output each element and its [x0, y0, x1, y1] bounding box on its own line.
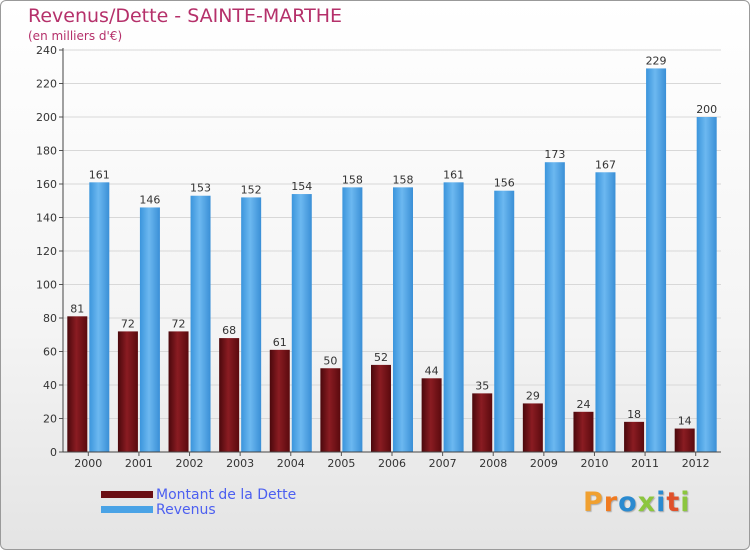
bar-dette — [67, 316, 88, 452]
proxiti-logo: Proxiti — [583, 487, 691, 518]
bar-dette — [522, 403, 543, 452]
y-tick-label: 20 — [43, 413, 57, 426]
data-label-dette: 14 — [678, 415, 692, 428]
x-tick-label: 2001 — [125, 457, 153, 470]
bar-dette — [472, 393, 493, 452]
x-tick-label: 2010 — [580, 457, 608, 470]
x-tick-label: 2011 — [631, 457, 659, 470]
logo-letter: r — [603, 487, 619, 518]
data-label-dette: 52 — [374, 351, 388, 364]
bar-revenus — [139, 207, 160, 452]
bar-revenus — [291, 194, 312, 453]
legend-item-dette: Montant de la Dette — [101, 486, 297, 503]
x-tick-label: 2012 — [682, 457, 710, 470]
data-label-dette: 50 — [323, 354, 337, 367]
x-tick-label: 2006 — [378, 457, 406, 470]
y-tick-label: 80 — [43, 312, 57, 325]
y-tick-label: 200 — [36, 111, 57, 124]
data-label-dette: 18 — [627, 408, 641, 421]
bar-dette — [624, 421, 645, 452]
logo-letter: t — [666, 487, 681, 518]
chart-subtitle: (en milliers d'€) — [28, 29, 123, 43]
y-tick-label: 120 — [36, 245, 57, 258]
bar-dette — [421, 378, 442, 452]
data-label-dette: 44 — [425, 364, 439, 377]
data-label-dette: 35 — [475, 379, 489, 392]
bar-dette — [168, 331, 189, 452]
y-tick-label: 180 — [36, 145, 57, 158]
logo-letter: x — [637, 487, 657, 518]
y-tick-label: 160 — [36, 178, 57, 191]
x-tick-label: 2004 — [277, 457, 305, 470]
data-label-revenus: 154 — [291, 180, 312, 193]
data-label-revenus: 161 — [443, 168, 464, 181]
data-label-revenus: 173 — [544, 148, 565, 161]
bar-dette — [269, 349, 290, 452]
y-tick-label: 100 — [36, 279, 57, 292]
x-tick-label: 2007 — [429, 457, 457, 470]
logo-letter: i — [680, 487, 691, 518]
data-label-dette: 68 — [222, 324, 236, 337]
data-label-revenus: 229 — [646, 54, 667, 67]
bar-revenus — [544, 162, 565, 452]
x-tick-label: 2008 — [479, 457, 507, 470]
data-label-revenus: 158 — [393, 173, 414, 186]
legend-swatch-revenus — [101, 506, 153, 513]
legend-swatch-dette — [101, 491, 153, 498]
bar-dette — [573, 411, 594, 452]
legend-label-revenus: Revenus — [156, 501, 216, 518]
data-label-revenus: 158 — [342, 173, 363, 186]
y-tick-label: 240 — [36, 44, 57, 57]
y-tick-label: 220 — [36, 78, 57, 91]
legend: Montant de la Dette Revenus — [101, 486, 297, 518]
data-label-revenus: 153 — [190, 182, 211, 195]
y-tick-label: 60 — [43, 346, 57, 359]
data-label-dette: 72 — [172, 317, 186, 330]
bar-revenus — [595, 172, 616, 452]
bar-dette — [219, 338, 240, 452]
legend-item-revenus: Revenus — [101, 501, 296, 518]
bar-revenus — [393, 187, 413, 452]
bar-dette — [371, 364, 391, 452]
bar-revenus — [89, 182, 110, 452]
data-label-dette: 29 — [526, 389, 540, 402]
logo-letter: i — [656, 487, 667, 518]
bar-revenus — [190, 195, 211, 452]
data-label-dette: 24 — [576, 398, 590, 411]
chart-title: Revenus/Dette - SAINTE-MARTHE — [28, 5, 343, 27]
x-tick-label: 2009 — [530, 457, 558, 470]
y-tick-label: 40 — [43, 379, 57, 392]
data-label-revenus: 146 — [139, 193, 160, 206]
bar-dette — [320, 368, 341, 452]
bar-revenus — [241, 197, 262, 452]
data-label-dette: 72 — [121, 317, 135, 330]
data-label-revenus: 152 — [241, 183, 262, 196]
data-label-revenus: 156 — [494, 177, 515, 190]
data-label-revenus: 161 — [89, 168, 110, 181]
bar-dette — [674, 428, 695, 452]
x-tick-label: 2002 — [176, 457, 204, 470]
data-label-revenus: 200 — [696, 103, 717, 116]
logo-letter: P — [583, 487, 604, 518]
bar-revenus — [646, 68, 667, 453]
x-tick-label: 2003 — [226, 457, 254, 470]
x-tick-label: 2000 — [74, 457, 102, 470]
data-label-revenus: 167 — [595, 158, 616, 171]
x-tick-label: 2005 — [327, 457, 355, 470]
y-tick-label: 140 — [36, 212, 57, 225]
bar-dette — [117, 331, 138, 452]
y-tick-label: 0 — [50, 446, 57, 459]
data-label-dette: 81 — [70, 302, 84, 315]
legend-label-dette: Montant de la Dette — [156, 486, 297, 503]
logo-letter: o — [618, 487, 638, 518]
bar-revenus — [342, 187, 363, 452]
bar-revenus — [696, 117, 717, 452]
bar-revenus — [494, 190, 515, 452]
bar-revenus — [443, 182, 464, 452]
data-label-dette: 61 — [273, 336, 287, 349]
